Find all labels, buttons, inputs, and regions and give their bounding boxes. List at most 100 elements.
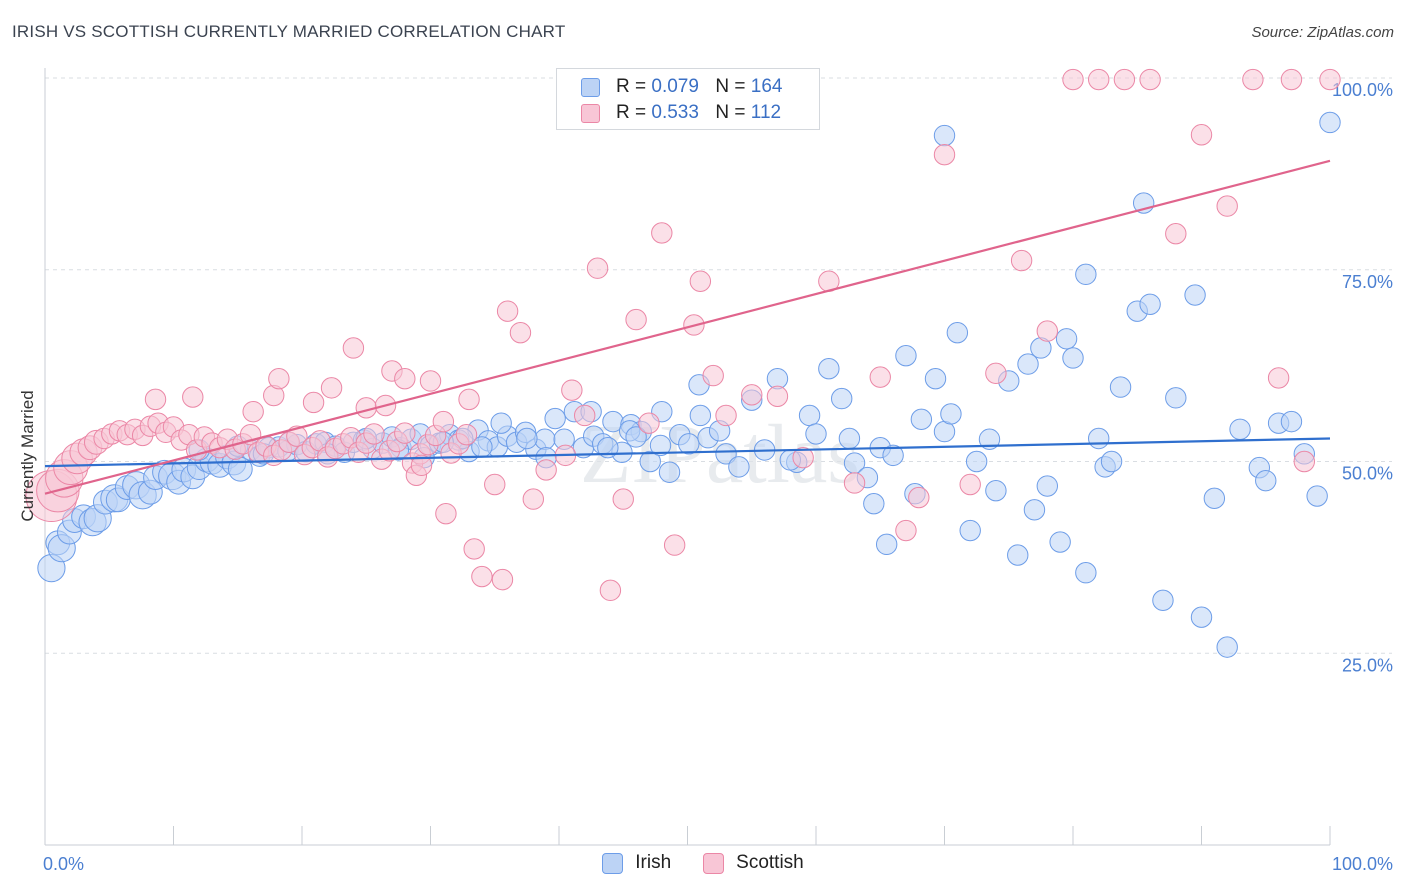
stats-legend: R = 0.079 N = 164 R = 0.533 N = 112 bbox=[556, 68, 820, 130]
irish-point bbox=[1306, 485, 1328, 507]
y-tick-label: 100.0% bbox=[1332, 80, 1393, 100]
chart-title: IRISH VS SCOTTISH CURRENTLY MARRIED CORR… bbox=[12, 22, 566, 41]
scottish-point bbox=[933, 144, 956, 166]
scottish-point bbox=[471, 565, 493, 588]
scottish-point bbox=[458, 388, 480, 411]
scottish-point bbox=[1280, 68, 1303, 91]
scottish-point bbox=[535, 459, 557, 481]
irish-point bbox=[728, 456, 750, 478]
scottish-point bbox=[741, 384, 763, 406]
scottish-point bbox=[561, 379, 583, 401]
irish-point bbox=[1280, 410, 1303, 433]
grid bbox=[45, 77, 1392, 654]
legend-item-irish[interactable]: Irish bbox=[602, 852, 671, 874]
scottish-point bbox=[435, 502, 457, 525]
y-tick-label: 50.0% bbox=[1342, 464, 1393, 484]
irish-point bbox=[544, 407, 566, 430]
scottish-point bbox=[242, 400, 264, 423]
irish-point bbox=[689, 404, 712, 427]
irish-r-value: 0.079 bbox=[651, 76, 699, 97]
irish-point bbox=[985, 479, 1007, 502]
scottish-point bbox=[625, 308, 647, 331]
scottish-point bbox=[394, 367, 416, 390]
irish-point bbox=[1165, 387, 1187, 409]
irish-swatch bbox=[581, 77, 600, 97]
scottish-point bbox=[638, 412, 660, 434]
irish-point bbox=[1216, 636, 1238, 658]
scottish-point bbox=[599, 579, 622, 602]
irish-point bbox=[658, 461, 681, 483]
irish-point bbox=[1184, 284, 1206, 306]
irish-point bbox=[1109, 376, 1132, 398]
r-label: R = bbox=[616, 76, 647, 97]
irish-point bbox=[798, 404, 821, 427]
irish-point bbox=[965, 450, 988, 473]
scottish-point bbox=[522, 488, 544, 510]
irish-trend-line bbox=[44, 437, 1331, 468]
irish-point bbox=[1055, 328, 1078, 350]
irish-point bbox=[831, 387, 853, 410]
irish-point bbox=[882, 444, 904, 467]
legend-item-scottish[interactable]: Scottish bbox=[703, 852, 804, 874]
scottish-point bbox=[268, 367, 290, 390]
irish-point bbox=[1319, 111, 1341, 134]
scottish-point bbox=[1088, 68, 1110, 91]
irish-point bbox=[959, 519, 981, 542]
scottish-point bbox=[908, 486, 930, 509]
irish-point bbox=[1152, 589, 1174, 612]
irish-point bbox=[715, 443, 737, 465]
scottish-point bbox=[651, 222, 673, 244]
irish-n-value: 164 bbox=[750, 76, 783, 97]
irish-point bbox=[1075, 263, 1097, 286]
scottish-point bbox=[766, 385, 789, 408]
irish-point bbox=[1075, 562, 1097, 584]
irish-point bbox=[625, 426, 647, 448]
irish-point bbox=[649, 434, 672, 457]
scottish-point bbox=[702, 364, 724, 387]
irish-point bbox=[1088, 427, 1110, 450]
scottish-point bbox=[1216, 195, 1238, 217]
scottish-point bbox=[455, 423, 478, 446]
r-label: R = bbox=[616, 102, 647, 123]
irish-point bbox=[534, 428, 556, 450]
irish-point bbox=[940, 403, 962, 425]
irish-point bbox=[1190, 606, 1213, 628]
scottish-point bbox=[144, 388, 167, 411]
scottish-point bbox=[1190, 124, 1213, 146]
irish-point bbox=[1036, 475, 1059, 497]
scottish-legend-swatch bbox=[703, 852, 725, 874]
scottish-point bbox=[1165, 223, 1187, 245]
scottish-point bbox=[792, 446, 814, 469]
x-tick-label-max: 100.0% bbox=[1332, 854, 1393, 874]
scottish-point bbox=[496, 300, 519, 322]
trend-lines bbox=[44, 159, 1331, 495]
scottish-point bbox=[959, 473, 981, 496]
scottish-point bbox=[410, 454, 433, 477]
irish-point bbox=[639, 450, 661, 473]
scottish-point bbox=[509, 321, 532, 344]
irish-point bbox=[838, 427, 861, 450]
scottish-point bbox=[1319, 68, 1341, 91]
scottish-n-value: 112 bbox=[750, 102, 782, 123]
irish-point bbox=[863, 492, 885, 515]
irish-point bbox=[490, 412, 512, 434]
points bbox=[25, 68, 1341, 658]
series-legend: Irish Scottish bbox=[0, 852, 1406, 874]
legend-row-irish: R = 0.079 N = 164 bbox=[581, 75, 791, 99]
irish-point bbox=[924, 367, 947, 390]
scottish-point bbox=[484, 473, 506, 496]
y-tick-label: 75.0% bbox=[1342, 272, 1393, 292]
irish-point bbox=[910, 408, 933, 431]
scottish-point bbox=[342, 337, 365, 359]
scottish-point bbox=[1062, 68, 1084, 91]
scottish-point bbox=[1010, 249, 1033, 272]
irish-point bbox=[516, 427, 538, 450]
scottish-legend-label: Scottish bbox=[736, 852, 804, 873]
scottish-point bbox=[286, 425, 308, 447]
scottish-point bbox=[432, 410, 455, 433]
irish-legend-swatch bbox=[602, 852, 624, 874]
irish-point bbox=[1229, 418, 1251, 440]
irish-point bbox=[1139, 293, 1161, 315]
n-label: N = bbox=[715, 76, 746, 97]
scottish-point bbox=[1113, 68, 1136, 91]
